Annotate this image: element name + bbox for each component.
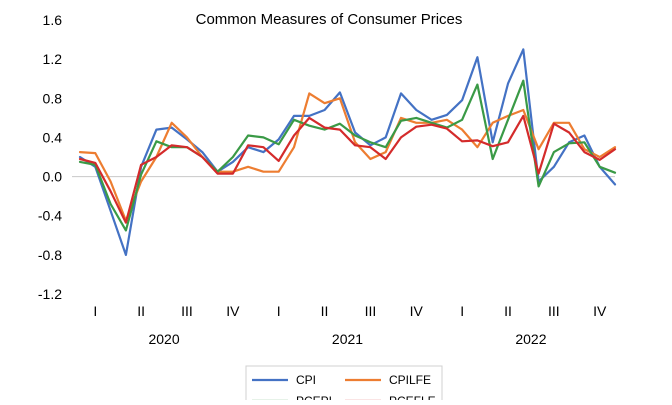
x-quarter-label: IV	[226, 303, 240, 319]
legend-box	[245, 365, 443, 405]
legend-label: PCEPI	[296, 394, 332, 400]
y-tick-label: -1.2	[38, 286, 62, 302]
legend-label: CPILFE	[389, 373, 431, 387]
legend-label: PCEFLE	[389, 394, 436, 400]
x-quarter-label: III	[181, 303, 193, 319]
x-quarter-label: I	[277, 303, 281, 319]
y-tick-label: 0.0	[43, 169, 63, 185]
y-tick-label: 0.8	[43, 90, 63, 106]
x-quarter-label: IV	[410, 303, 424, 319]
legend-label: CPI	[296, 373, 316, 387]
y-tick-label: 1.2	[43, 51, 63, 67]
legend: CPI CPILFE PCEPI PCEFLE	[245, 365, 443, 405]
x-year-label: 2021	[332, 331, 363, 347]
x-quarter-label: II	[504, 303, 512, 319]
y-tick-label: 1.6	[43, 12, 63, 28]
x-year-label: 2020	[148, 331, 179, 347]
x-quarter-label: II	[321, 303, 329, 319]
series-line-pcefle	[78, 114, 617, 224]
x-quarter-label: III	[365, 303, 377, 319]
x-year-label: 2022	[515, 331, 546, 347]
x-quarter-label: I	[460, 303, 464, 319]
x-quarter-label: I	[93, 303, 97, 319]
x-quarter-label: IV	[593, 303, 607, 319]
series-layer	[78, 48, 617, 256]
y-tick-label: -0.8	[38, 247, 62, 263]
y-tick-label: -0.4	[38, 208, 62, 224]
series-line-cpilfe	[78, 92, 617, 222]
chart-title: Common Measures of Consumer Prices	[196, 11, 463, 28]
x-quarter-label: II	[137, 303, 145, 319]
y-axis: -1.2 -0.8 -0.4 0.0 0.4 0.8 1.2 1.6	[38, 12, 62, 302]
x-quarter-label: III	[548, 303, 560, 319]
y-tick-label: 0.4	[43, 129, 63, 145]
